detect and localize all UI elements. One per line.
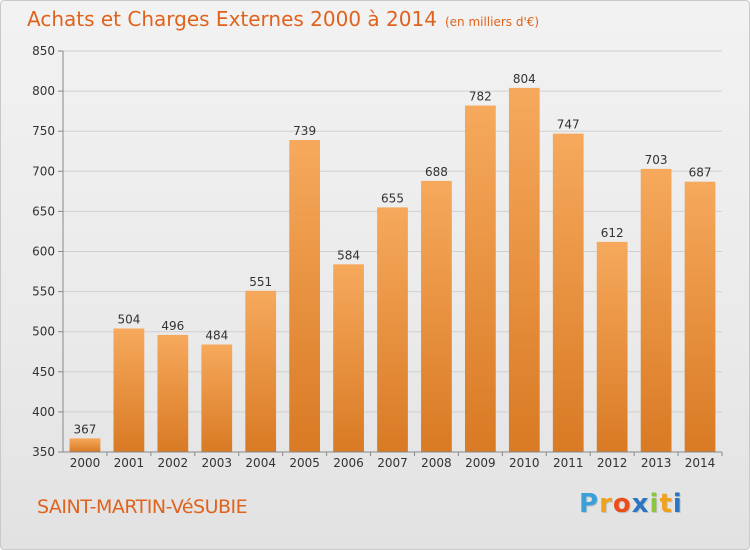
logo-letter: P [579, 489, 600, 519]
x-tick-label-2010: 2010 [509, 456, 540, 470]
bar-2002 [157, 334, 189, 452]
x-tick-label-2003: 2003 [201, 456, 232, 470]
bar-2013 [640, 168, 672, 453]
proxiti-logo: Proxiti [579, 489, 683, 519]
x-tick-label-2001: 2001 [114, 456, 145, 470]
bar-2010 [508, 87, 540, 452]
x-tick-label-2000: 2000 [70, 456, 101, 470]
x-tick-label-2008: 2008 [421, 456, 452, 470]
x-tick-label-2002: 2002 [158, 456, 189, 470]
x-tick-label-2013: 2013 [641, 456, 672, 470]
chart-title: Achats et Charges Externes 2000 à 2014 (e… [27, 7, 539, 31]
x-tick-label-2007: 2007 [377, 456, 408, 470]
y-tick-label: 450 [32, 365, 55, 379]
value-label-2010: 804 [513, 72, 536, 86]
value-label-2000: 367 [74, 422, 97, 436]
logo-letter: x [631, 489, 650, 519]
bar-2001 [113, 328, 145, 452]
value-label-2009: 782 [469, 90, 492, 104]
y-tick-label: 850 [32, 44, 55, 58]
bar-2006 [333, 264, 364, 452]
value-label-2002: 496 [161, 319, 184, 333]
bar-2011 [552, 133, 584, 452]
value-label-2006: 584 [337, 248, 360, 262]
logo-letter: t [659, 489, 673, 519]
y-tick-label: 400 [32, 405, 55, 419]
y-tick-label: 550 [32, 285, 55, 299]
y-tick-label: 700 [32, 164, 55, 178]
value-label-2004: 551 [249, 275, 272, 289]
x-tick-label-2011: 2011 [553, 456, 584, 470]
x-tick-label-2009: 2009 [465, 456, 496, 470]
bar-2007 [377, 207, 408, 452]
chart-subtitle: (en milliers d'€) [444, 15, 540, 29]
value-label-2013: 703 [645, 153, 668, 167]
bars: 367 504 496 484 551 739 584 655 688 782 804 747 612 7… [69, 72, 716, 453]
bar-2009 [464, 105, 496, 452]
y-tick-label: 600 [32, 245, 55, 259]
y-tick-label: 500 [32, 325, 55, 339]
y-tick-label: 800 [32, 84, 55, 98]
bar-2004 [245, 290, 277, 452]
bar-2014 [684, 181, 716, 452]
x-tick-label-2014: 2014 [685, 456, 716, 470]
value-label-2001: 504 [117, 312, 140, 326]
x-axis: 2000 2001 2002 2003 2004 2005 2006 2007 2008 2009… [63, 451, 723, 470]
chart-title-text: Achats et Charges Externes 2000 à 2014 [27, 7, 437, 31]
value-label-2012: 612 [601, 226, 624, 240]
logo-letter: o [612, 489, 632, 519]
logo-letter: r [599, 489, 613, 519]
x-tick-label-2005: 2005 [289, 456, 320, 470]
value-label-2005: 739 [293, 124, 316, 138]
y-axis: 350 400 450 500 550 600 650 700 750 800 850 [32, 44, 64, 459]
y-tick-label: 650 [32, 204, 55, 218]
bar-2005 [289, 140, 321, 452]
value-label-2011: 747 [557, 118, 580, 132]
logo-letter: i [649, 489, 660, 519]
value-label-2007: 655 [381, 191, 404, 205]
value-label-2003: 484 [205, 329, 228, 343]
bar-2008 [421, 180, 452, 452]
x-tick-label-2004: 2004 [245, 456, 276, 470]
logo-letter: i [672, 489, 683, 519]
bar-2012 [596, 241, 628, 452]
bar-2000 [69, 438, 101, 452]
bar-2003 [201, 344, 233, 452]
x-tick-label-2006: 2006 [333, 456, 364, 470]
x-tick-label-2012: 2012 [597, 456, 628, 470]
value-label-2014: 687 [689, 166, 712, 180]
value-label-2008: 688 [425, 165, 448, 179]
y-tick-label: 750 [32, 124, 55, 138]
commune-name: SAINT-MARTIN-VéSUBIE [37, 496, 248, 518]
y-tick-label: 350 [32, 445, 55, 459]
